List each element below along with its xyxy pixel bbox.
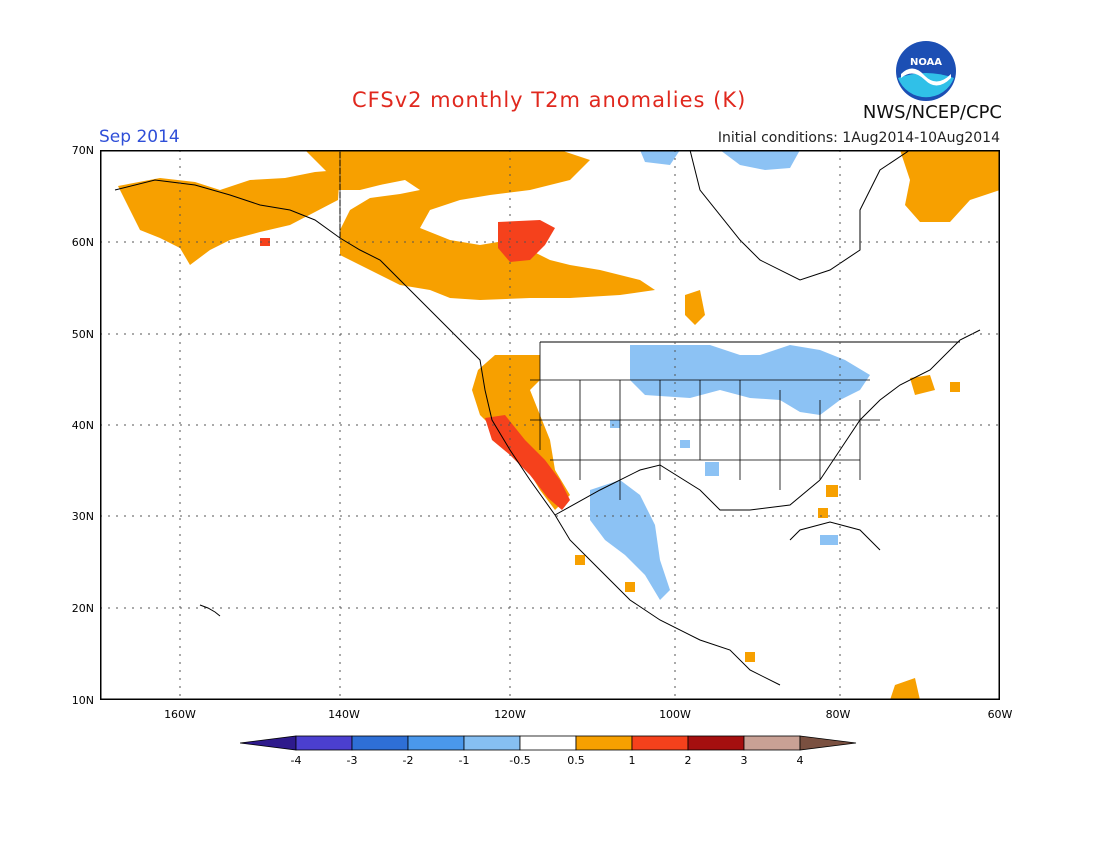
colorbar-segment	[240, 735, 297, 751]
colorbar-label: 1	[629, 754, 636, 767]
latitude-labels: 70N 60N 50N 40N 30N 20N 10N	[72, 144, 94, 707]
colorbar: -4 -3 -2 -1 -0.5 0.5 1 2 3 4	[240, 735, 857, 767]
noaa-logo-text: NOAA	[910, 57, 942, 68]
colorbar-segment	[463, 735, 521, 751]
colorbar-segment	[631, 735, 689, 751]
gridlines	[100, 150, 1000, 700]
colorbar-label: -2	[403, 754, 414, 767]
lon-label: 100W	[659, 708, 691, 721]
page-title: CFSv2 monthly T2m anomalies (K)	[352, 88, 747, 112]
colorbar-label: -0.5	[509, 754, 530, 767]
lon-label: 140W	[328, 708, 360, 721]
noaa-logo: NOAA	[895, 40, 957, 102]
colorbar-segment	[743, 735, 801, 751]
forecast-month: Sep 2014	[99, 127, 180, 147]
anomaly-map	[100, 150, 1000, 700]
colorbar-segment	[519, 735, 577, 751]
colorbar-segment	[799, 735, 857, 751]
colorbar-segment	[407, 735, 465, 751]
lat-label: 60N	[72, 236, 94, 249]
coastlines	[114, 150, 981, 686]
organization-label: NWS/NCEP/CPC	[862, 102, 1002, 123]
state-boundaries	[530, 342, 880, 500]
lat-label: 50N	[72, 328, 94, 341]
colorbar-label: 3	[741, 754, 748, 767]
lon-label: 120W	[494, 708, 526, 721]
colorbar-label: -1	[459, 754, 470, 767]
lon-label: 60W	[988, 708, 1013, 721]
colorbar-label: 2	[685, 754, 692, 767]
colorbar-segment	[687, 735, 745, 751]
lat-label: 70N	[72, 144, 94, 157]
lat-label: 20N	[72, 602, 94, 615]
strong-warm-anomaly-regions	[260, 220, 570, 510]
colorbar-label: -3	[347, 754, 358, 767]
colorbar-segment	[295, 735, 353, 751]
lat-label: 10N	[72, 694, 94, 707]
initial-conditions: Initial conditions: 1Aug2014-10Aug2014	[717, 130, 1000, 146]
colorbar-segment	[351, 735, 409, 751]
map-frame	[100, 150, 1000, 700]
colorbar-segment	[575, 735, 633, 751]
colorbar-label: -4	[291, 754, 302, 767]
longitude-labels: 160W 140W 120W 100W 80W 60W	[164, 708, 1013, 721]
lat-label: 30N	[72, 510, 94, 523]
colorbar-label: 4	[797, 754, 804, 767]
lat-label: 40N	[72, 419, 94, 432]
lon-label: 80W	[826, 708, 851, 721]
lon-label: 160W	[164, 708, 196, 721]
colorbar-label: 0.5	[567, 754, 585, 767]
